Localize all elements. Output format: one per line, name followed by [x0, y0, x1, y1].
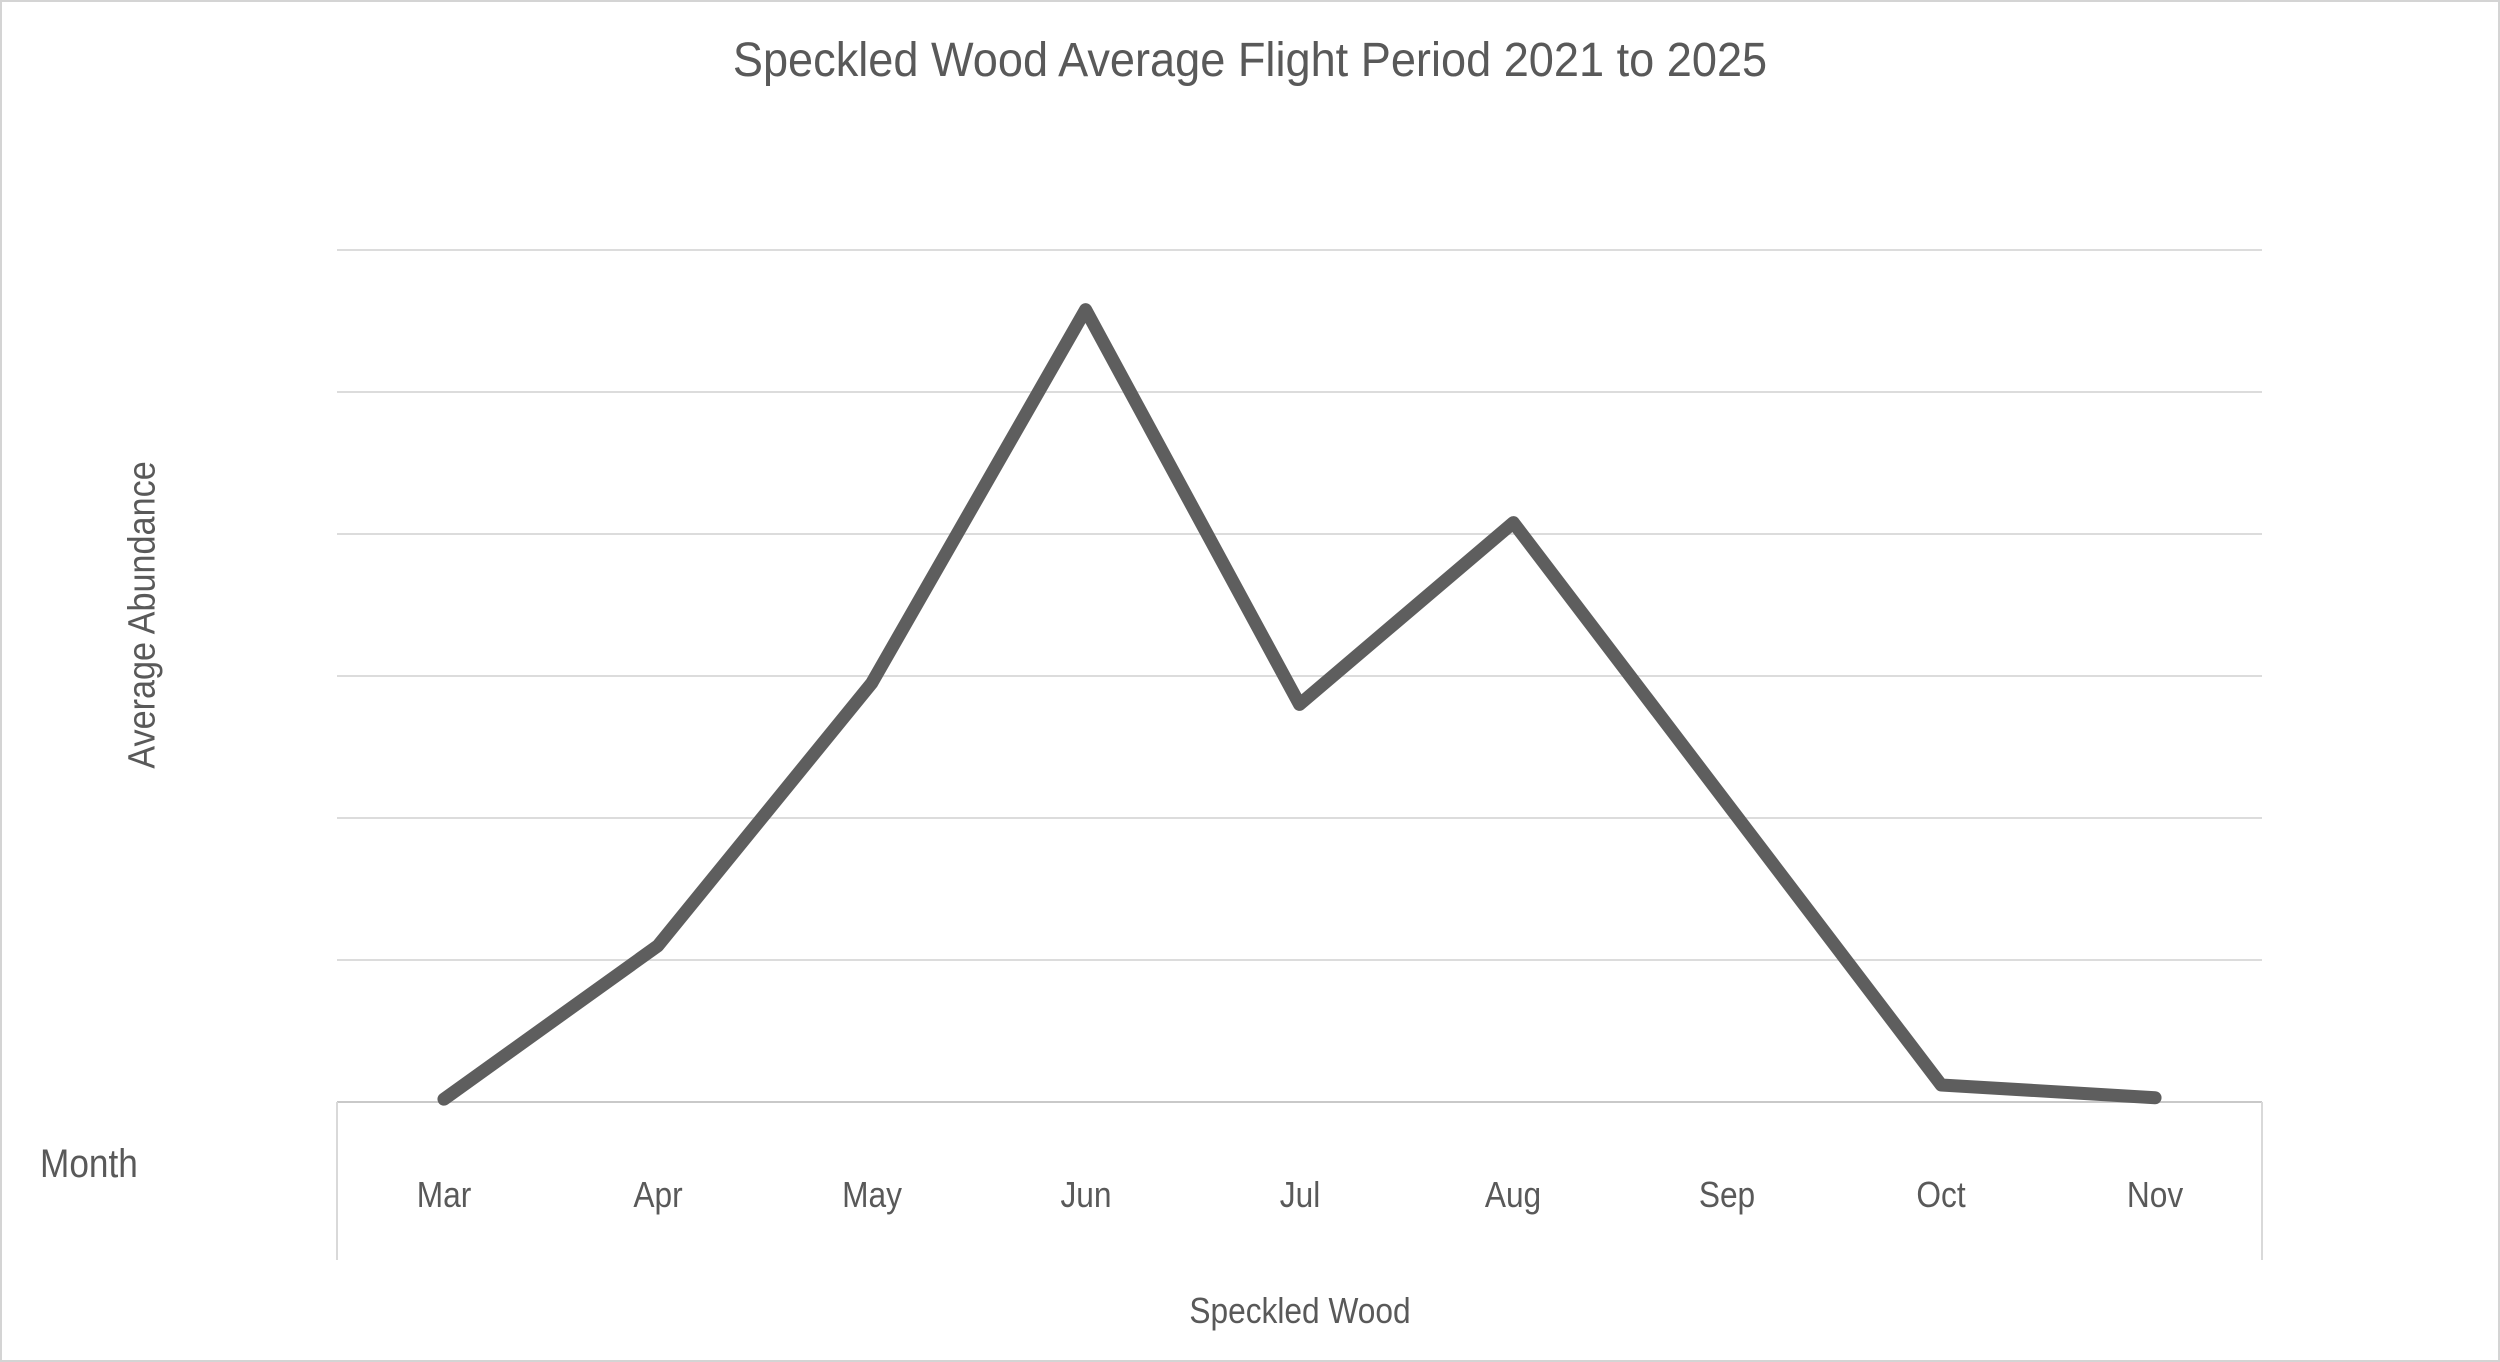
x-tick-label: May [841, 1174, 902, 1215]
x-tick-label: Sep [1699, 1174, 1756, 1215]
chart-title: Speckled Wood Average Flight Period 2021… [732, 34, 1768, 87]
x-tick-label: Jul [1279, 1174, 1320, 1215]
x-tick-label: Mar [416, 1174, 472, 1215]
series-group-label: Speckled Wood [1188, 1290, 1411, 1331]
x-tick-label: Nov [2126, 1174, 2184, 1215]
x-tick-label: Oct [1916, 1174, 1966, 1215]
x-tick-label: Jun [1060, 1174, 1112, 1215]
series-line-speckled-wood [437, 303, 2162, 1106]
x-tick-label: Apr [633, 1174, 683, 1215]
x-tick-label: Aug [1485, 1174, 1542, 1215]
x-axis-field-label: Month [40, 1142, 138, 1186]
